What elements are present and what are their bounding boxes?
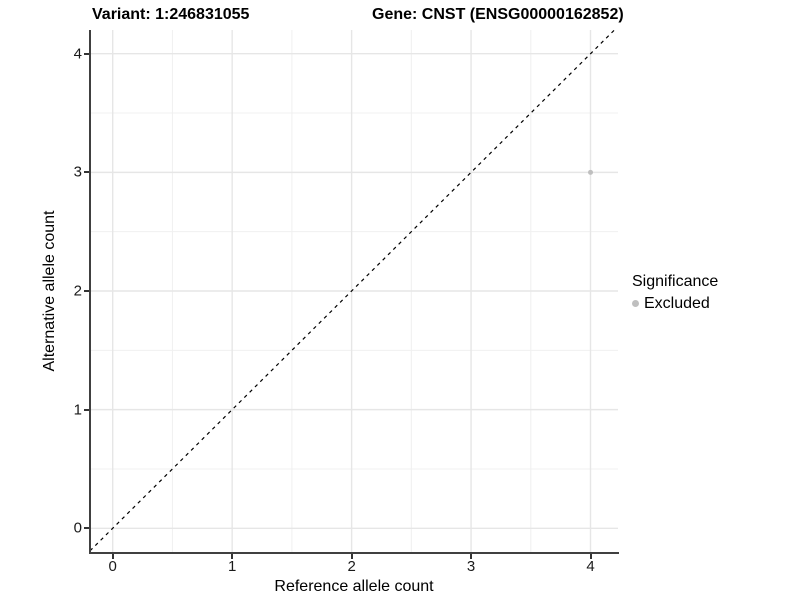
- y-tick-mark: [84, 171, 89, 174]
- legend-item-excluded: Excluded: [632, 294, 718, 313]
- y-tick-label: 2: [73, 282, 82, 300]
- y-tick-label: 4: [73, 45, 82, 63]
- y-tick-mark: [84, 527, 89, 530]
- x-axis-line: [89, 552, 619, 554]
- x-tick-label: 1: [227, 558, 237, 575]
- y-tick-label: 3: [73, 163, 82, 181]
- plot-title-gene: Gene: CNST (ENSG00000162852): [372, 6, 624, 23]
- legend: Significance Excluded: [632, 272, 718, 313]
- x-tick-label: 0: [108, 558, 117, 575]
- x-tick-mark: [589, 554, 592, 559]
- identity-line: [90, 30, 615, 552]
- legend-item-label: Excluded: [644, 295, 710, 312]
- y-tick-label: 0: [73, 519, 82, 537]
- x-tick-mark: [350, 554, 353, 559]
- y-axis-line: [89, 30, 91, 554]
- plot-title-variant: Variant: 1:246831055: [92, 6, 250, 23]
- y-axis-title: Alternative allele count: [41, 210, 58, 372]
- legend-title: Significance: [632, 273, 719, 290]
- y-tick-mark: [84, 290, 89, 292]
- x-tick-mark: [111, 554, 114, 559]
- plot-canvas: [90, 30, 618, 552]
- y-tick-mark: [84, 52, 89, 55]
- data-point: [588, 169, 594, 175]
- x-tick-mark: [470, 554, 473, 559]
- plot-panel: [90, 30, 618, 552]
- x-tick-label: 3: [466, 558, 476, 575]
- y-tick-label: 1: [73, 401, 82, 419]
- legend-key-dot: [632, 300, 639, 307]
- x-tick-label: 2: [347, 558, 356, 575]
- x-axis-title: Reference allele count: [274, 578, 434, 595]
- y-tick-mark: [84, 408, 89, 411]
- x-tick-mark: [231, 554, 234, 559]
- x-tick-label: 4: [586, 558, 595, 575]
